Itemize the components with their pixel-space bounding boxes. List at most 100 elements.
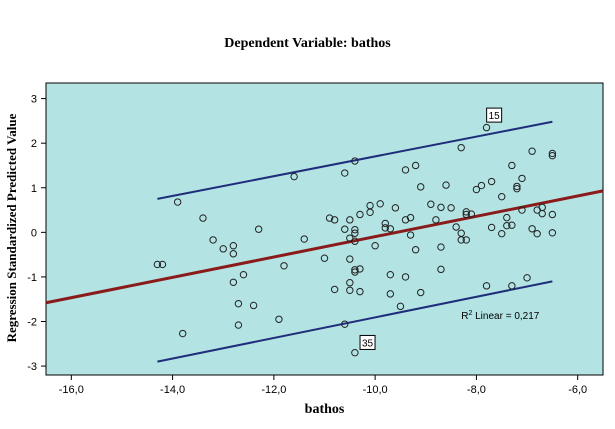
data-point (219, 245, 227, 253)
data-point (330, 285, 339, 294)
case-label-box (486, 107, 503, 123)
data-point (330, 216, 339, 224)
data-point (417, 288, 425, 297)
chart-title: Dependent Variable: bathos (224, 36, 391, 51)
data-point (513, 182, 521, 191)
y-tick-label: -3 (27, 361, 37, 373)
case-label: 35 (362, 338, 374, 349)
data-point (406, 213, 415, 222)
data-point (229, 250, 238, 258)
data-point (548, 149, 557, 158)
data-point (548, 151, 557, 160)
data-point (275, 315, 283, 323)
data-point (346, 216, 354, 224)
data-point (498, 192, 506, 201)
regression-fit-line (45, 189, 604, 305)
data-point (234, 321, 243, 329)
data-point (472, 185, 481, 194)
data-point (366, 208, 374, 216)
data-point (518, 206, 526, 214)
data-point (356, 210, 364, 219)
data-point (452, 223, 460, 231)
data-point (523, 274, 531, 282)
data-point (386, 290, 395, 298)
x-tick-label: -16,0 (59, 384, 84, 396)
data-point (351, 237, 359, 245)
plot-area (45, 82, 604, 376)
y-axis-label: Regression Standardized Predicted Value (4, 113, 19, 343)
data-point (462, 210, 470, 219)
data-point (548, 229, 557, 237)
x-tick-label: -6,0 (568, 384, 587, 396)
data-point (381, 224, 389, 232)
x-tick-label: -12,0 (261, 384, 286, 396)
data-point (401, 273, 410, 281)
data-point (209, 236, 217, 244)
data-point (477, 181, 486, 190)
data-point (179, 329, 187, 338)
x-axis-label: bathos (304, 402, 345, 417)
x-tick-label: -14,0 (160, 384, 185, 396)
case-label-box (359, 334, 376, 350)
data-point (386, 225, 395, 233)
data-point (508, 221, 516, 229)
data-point (462, 236, 470, 244)
data-point (199, 214, 207, 222)
data-point (401, 166, 410, 174)
data-point (341, 225, 349, 233)
data-point (427, 200, 435, 208)
data-point (351, 266, 359, 274)
data-point (411, 161, 420, 170)
r-squared-label: R2 Linear = 0,217 (461, 310, 540, 322)
y-tick-label: 3 (31, 94, 37, 106)
lower-interval-line (157, 280, 553, 363)
data-point (508, 282, 516, 290)
data-point (249, 301, 258, 310)
data-point (482, 282, 491, 290)
data-point (320, 254, 329, 262)
data-point (533, 229, 541, 238)
data-point (442, 181, 450, 189)
data-point (498, 229, 506, 238)
y-tick-label: 2 (31, 138, 37, 150)
data-point (351, 225, 359, 234)
upper-interval-line (157, 120, 553, 200)
data-point (341, 320, 349, 328)
data-point (371, 242, 379, 250)
data-point (518, 174, 526, 183)
data-point (503, 221, 511, 230)
data-point (411, 246, 420, 254)
data-point (280, 262, 288, 270)
data-point (351, 349, 359, 357)
data-point (457, 236, 465, 244)
data-point (356, 287, 364, 296)
x-tick-label: -10,0 (363, 384, 388, 396)
data-point (391, 204, 400, 212)
data-point (437, 243, 445, 251)
data-point (300, 235, 308, 243)
data-point (234, 299, 243, 308)
data-point (325, 214, 334, 222)
data-point (381, 219, 389, 228)
data-point (386, 270, 395, 279)
y-tick-label: -1 (27, 272, 37, 284)
data-point (447, 204, 455, 212)
data-point (467, 210, 476, 218)
data-point (482, 123, 491, 132)
data-point (229, 278, 238, 286)
data-point (356, 265, 364, 273)
y-tick-label: 0 (31, 227, 37, 239)
data-point (528, 225, 536, 233)
data-point (487, 177, 496, 186)
y-tick-label: 1 (31, 183, 37, 195)
data-point (153, 260, 162, 269)
data-point (508, 161, 516, 170)
data-point (173, 198, 182, 206)
data-point (538, 209, 546, 218)
data-point (239, 270, 248, 279)
data-point (346, 279, 354, 287)
data-point (437, 265, 445, 274)
data-point (341, 169, 349, 177)
data-point (406, 231, 415, 239)
